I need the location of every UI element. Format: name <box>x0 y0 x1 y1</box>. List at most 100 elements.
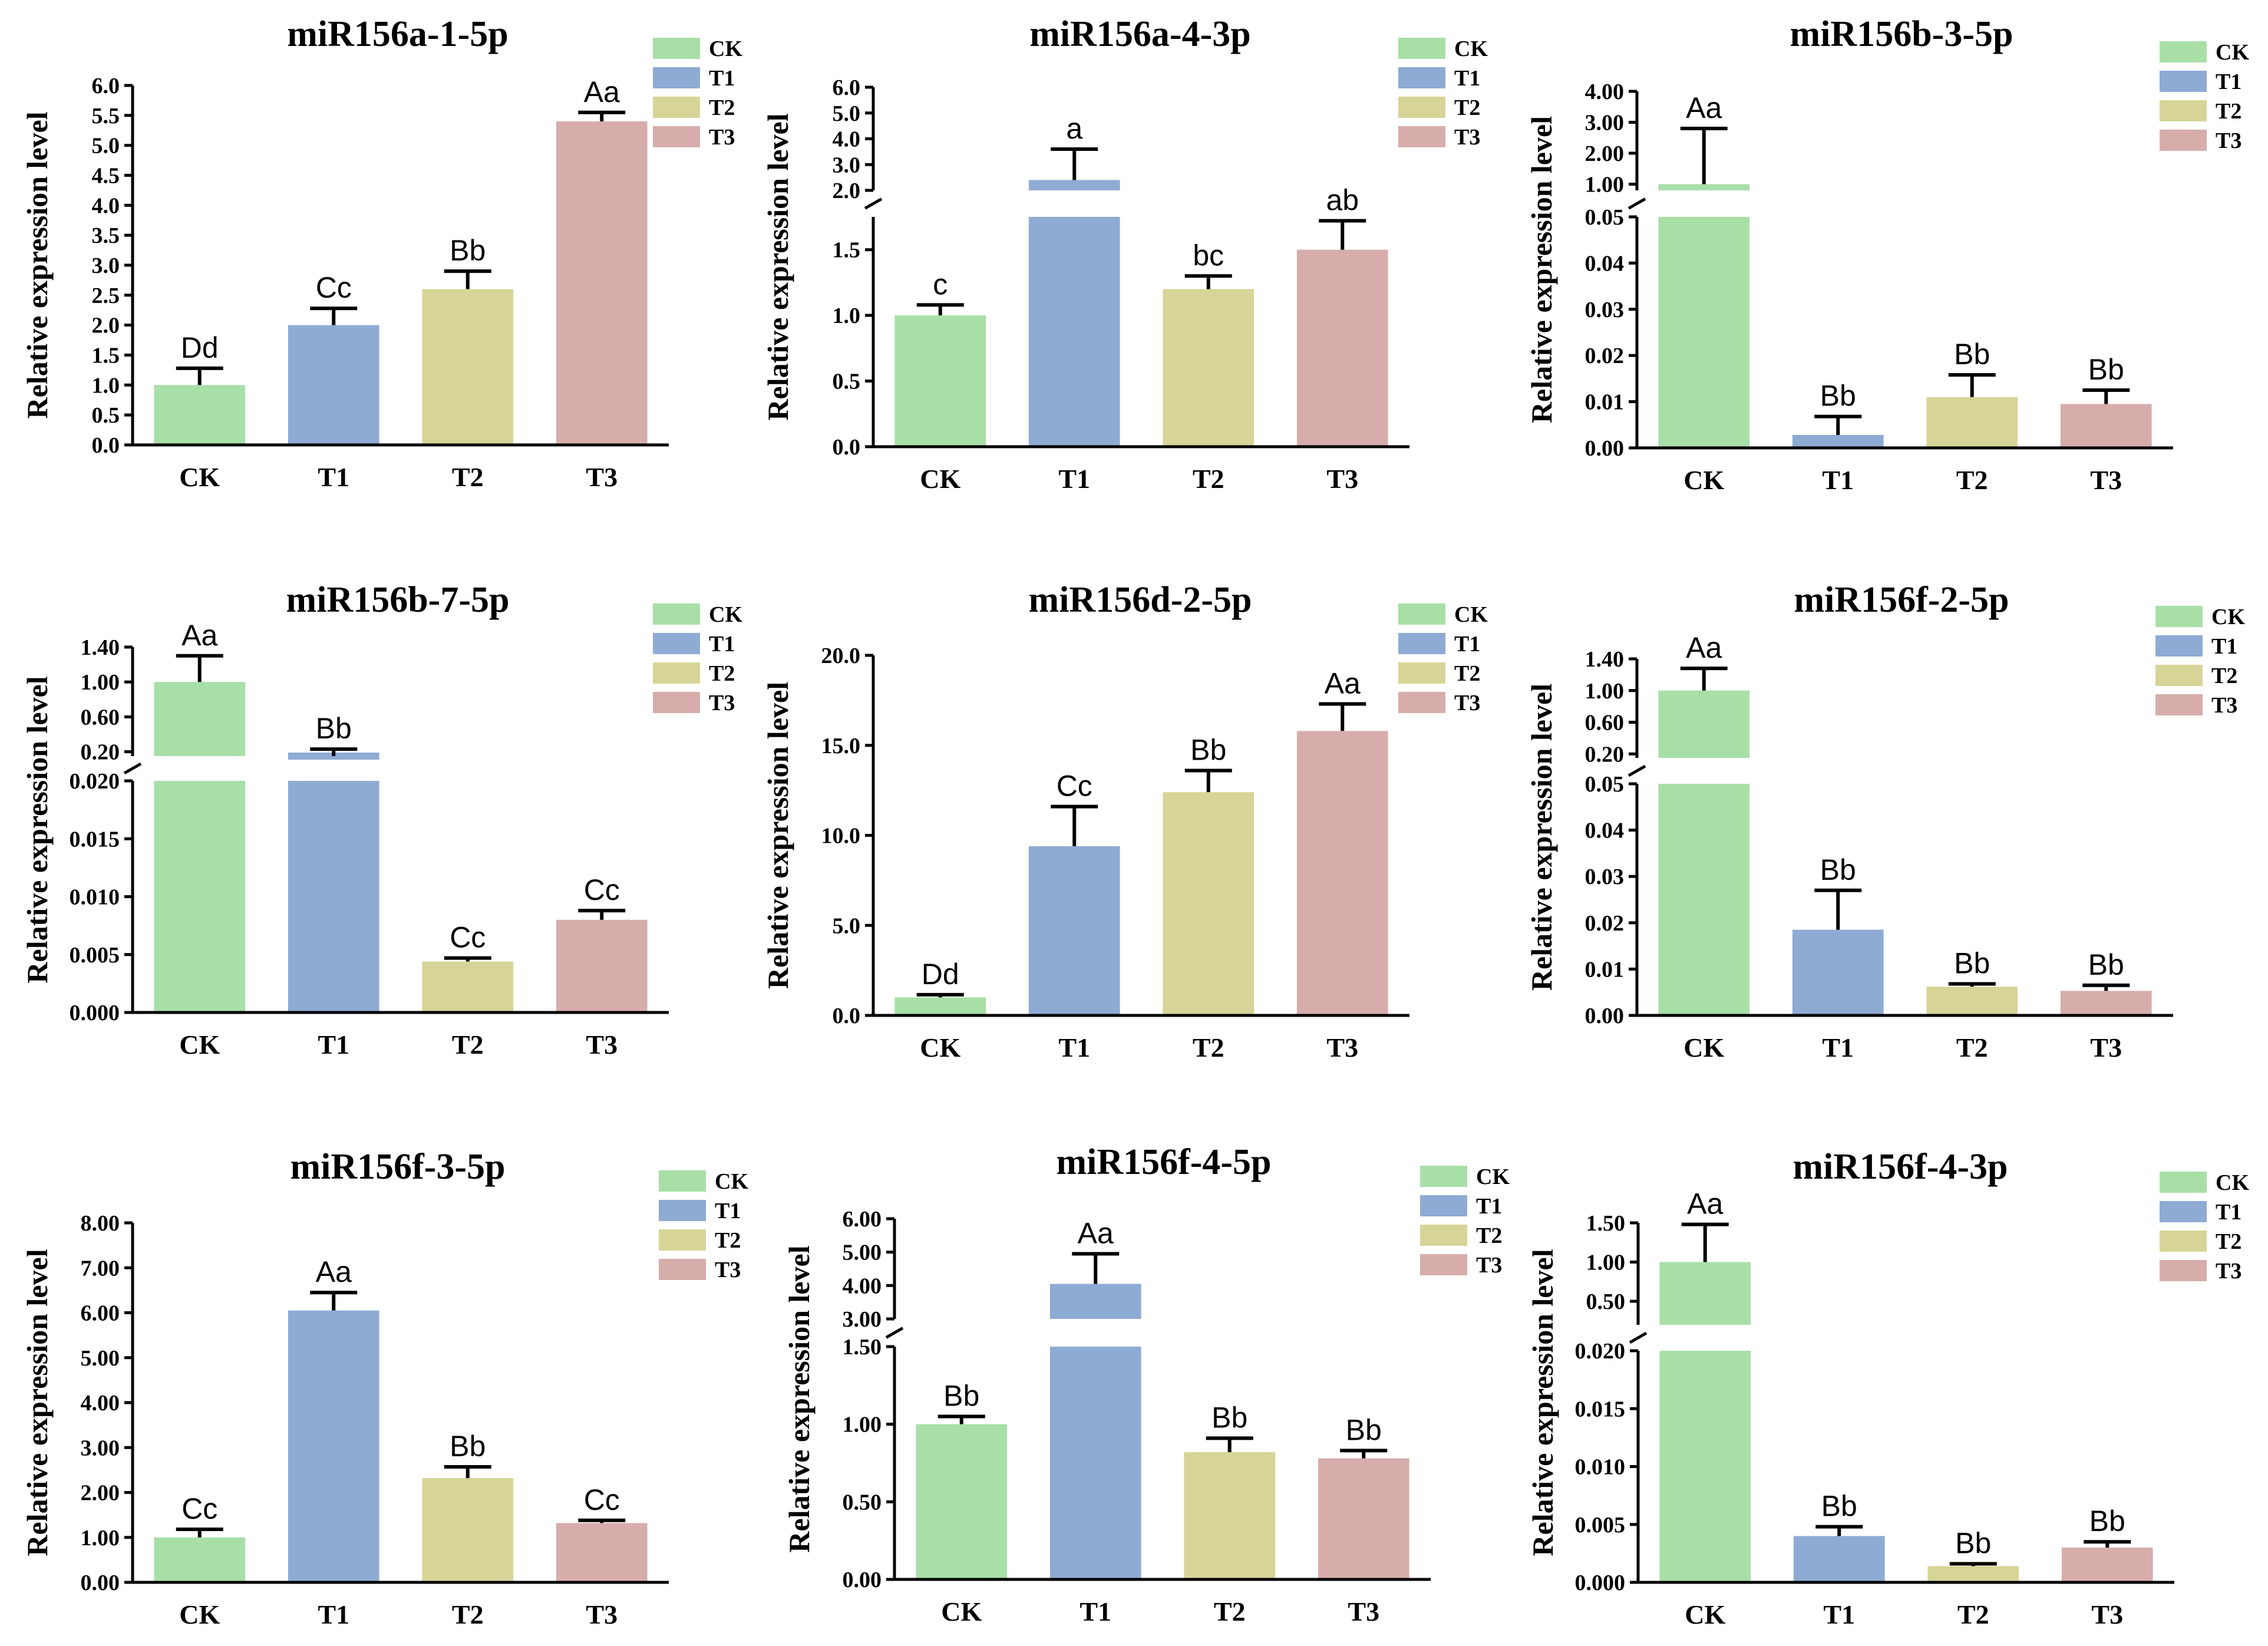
y-tick-label: 20.0 <box>821 644 861 668</box>
y-tick-label: 6.0 <box>833 75 861 100</box>
y-tick-label: 1.00 <box>81 1526 120 1551</box>
axis-break-mark <box>885 1327 904 1339</box>
significance-label: Cc <box>584 1483 620 1516</box>
y-tick-label: 2.0 <box>833 179 861 203</box>
legend-label: T2 <box>1454 95 1480 120</box>
bar <box>422 961 514 1012</box>
legend-swatch <box>653 38 700 59</box>
significance-label: Bb <box>1821 1490 1857 1523</box>
significance-label: a <box>1066 112 1082 145</box>
legend-swatch <box>1420 1195 1467 1216</box>
significance-label: Bb <box>2089 1505 2125 1538</box>
significance-label: Dd <box>181 331 219 364</box>
y-tick-label: 0.00 <box>843 1568 882 1592</box>
x-tick-label: T3 <box>586 1030 618 1060</box>
bar <box>1184 1452 1276 1579</box>
x-tick-label: T2 <box>452 462 484 492</box>
bar <box>288 325 379 445</box>
legend-swatch <box>1398 38 1445 59</box>
legend-label: T2 <box>2216 1229 2241 1254</box>
significance-label: Cc <box>1057 770 1092 803</box>
legend-swatch <box>1420 1254 1467 1275</box>
legend-label: CK <box>1476 1165 1510 1189</box>
y-tick-label: 2.00 <box>1585 141 1625 166</box>
legend-swatch <box>1398 633 1445 654</box>
y-tick-label: 0.005 <box>70 943 120 968</box>
legend-label: CK <box>715 1169 748 1194</box>
y-tick-label: 6.0 <box>92 74 120 98</box>
y-tick-label: 4.00 <box>1585 80 1625 104</box>
legend-swatch <box>659 1170 706 1192</box>
x-tick-label: CK <box>179 1599 220 1629</box>
y-tick-label: 4.00 <box>843 1274 882 1298</box>
y-tick-label: 0.50 <box>1586 1289 1626 1314</box>
axis-break-mark <box>864 197 883 210</box>
y-tick-label: 6.00 <box>843 1207 882 1232</box>
y-tick-label: 0.05 <box>1585 772 1625 797</box>
x-tick-label: T2 <box>1956 465 1988 495</box>
chart-title: miR156f-2-5p <box>1794 580 2009 620</box>
y-tick-label: 0.01 <box>1585 957 1625 982</box>
y-tick-label: 5.0 <box>833 101 861 126</box>
axis-break-mark <box>1629 1331 1648 1344</box>
y-tick-label: 1.00 <box>1586 1251 1626 1275</box>
chart-title: miR156b-7-5p <box>286 580 510 620</box>
bar <box>154 1537 246 1582</box>
legend-swatch <box>1398 662 1445 684</box>
legend-label: T1 <box>709 632 735 657</box>
x-tick-label: CK <box>1683 1033 1724 1063</box>
chart-panel: miR156f-4-5p Relative expression level Bb C… <box>783 1142 1510 1627</box>
legend-label: T3 <box>1454 691 1480 715</box>
x-tick-label: T3 <box>2090 1033 2122 1063</box>
chart-title: miR156d-2-5p <box>1029 580 1252 620</box>
x-tick-label: T2 <box>452 1599 484 1629</box>
y-tick-label: 0.0 <box>833 435 861 460</box>
legend-label: T2 <box>715 1228 741 1253</box>
bar <box>1318 1458 1409 1579</box>
legend-swatch <box>1398 97 1445 118</box>
y-tick-label: 6.00 <box>81 1301 120 1326</box>
legend-label: T1 <box>1454 66 1480 91</box>
legend-swatch <box>659 1200 706 1221</box>
y-tick-label: 10.0 <box>821 824 861 849</box>
chart-panel: miR156b-3-5p Relative expression level Aa C… <box>1525 14 2249 495</box>
legend-swatch <box>1398 67 1445 88</box>
axis-break-mark <box>123 762 142 775</box>
significance-label: c <box>933 268 948 301</box>
bar <box>1658 784 1750 1015</box>
y-tick-label: 2.0 <box>92 314 120 338</box>
x-tick-label: T2 <box>1214 1596 1246 1627</box>
y-tick-label: 1.5 <box>92 344 120 368</box>
legend-swatch <box>653 692 700 713</box>
y-tick-label: 0.20 <box>81 740 120 765</box>
y-tick-label: 0.00 <box>81 1571 120 1595</box>
bar <box>556 1523 648 1582</box>
y-axis-label: Relative expression level <box>761 113 794 420</box>
y-axis-label: Relative expression level <box>1525 116 1558 423</box>
bar <box>1659 1262 1751 1325</box>
bar <box>556 919 648 1012</box>
significance-label: Dd <box>922 958 959 991</box>
x-tick-label: T3 <box>2091 1599 2123 1629</box>
bar <box>916 1424 1008 1579</box>
legend-label: T3 <box>1476 1253 1502 1278</box>
bar <box>1028 180 1120 190</box>
bar <box>1658 217 1750 448</box>
x-tick-label: T1 <box>1079 1596 1111 1627</box>
bar <box>1926 987 2018 1015</box>
bar <box>1658 184 1750 190</box>
bar <box>1028 217 1120 447</box>
legend-label: CK <box>2216 1170 2249 1195</box>
bar <box>422 289 514 445</box>
bar <box>154 781 246 1012</box>
significance-label: Bb <box>450 234 486 267</box>
legend-label: CK <box>2211 605 2245 629</box>
legend-swatch <box>2160 41 2207 62</box>
y-tick-label: 0.5 <box>833 370 861 394</box>
axis-break-mark <box>1627 764 1646 777</box>
chart-panel: miR156f-3-5p Relative expression level Cc C… <box>21 1147 748 1629</box>
bar <box>288 781 379 1012</box>
bar <box>1049 1347 1141 1579</box>
legend-swatch <box>2160 100 2207 121</box>
y-tick-label: 0.005 <box>1575 1513 1626 1538</box>
